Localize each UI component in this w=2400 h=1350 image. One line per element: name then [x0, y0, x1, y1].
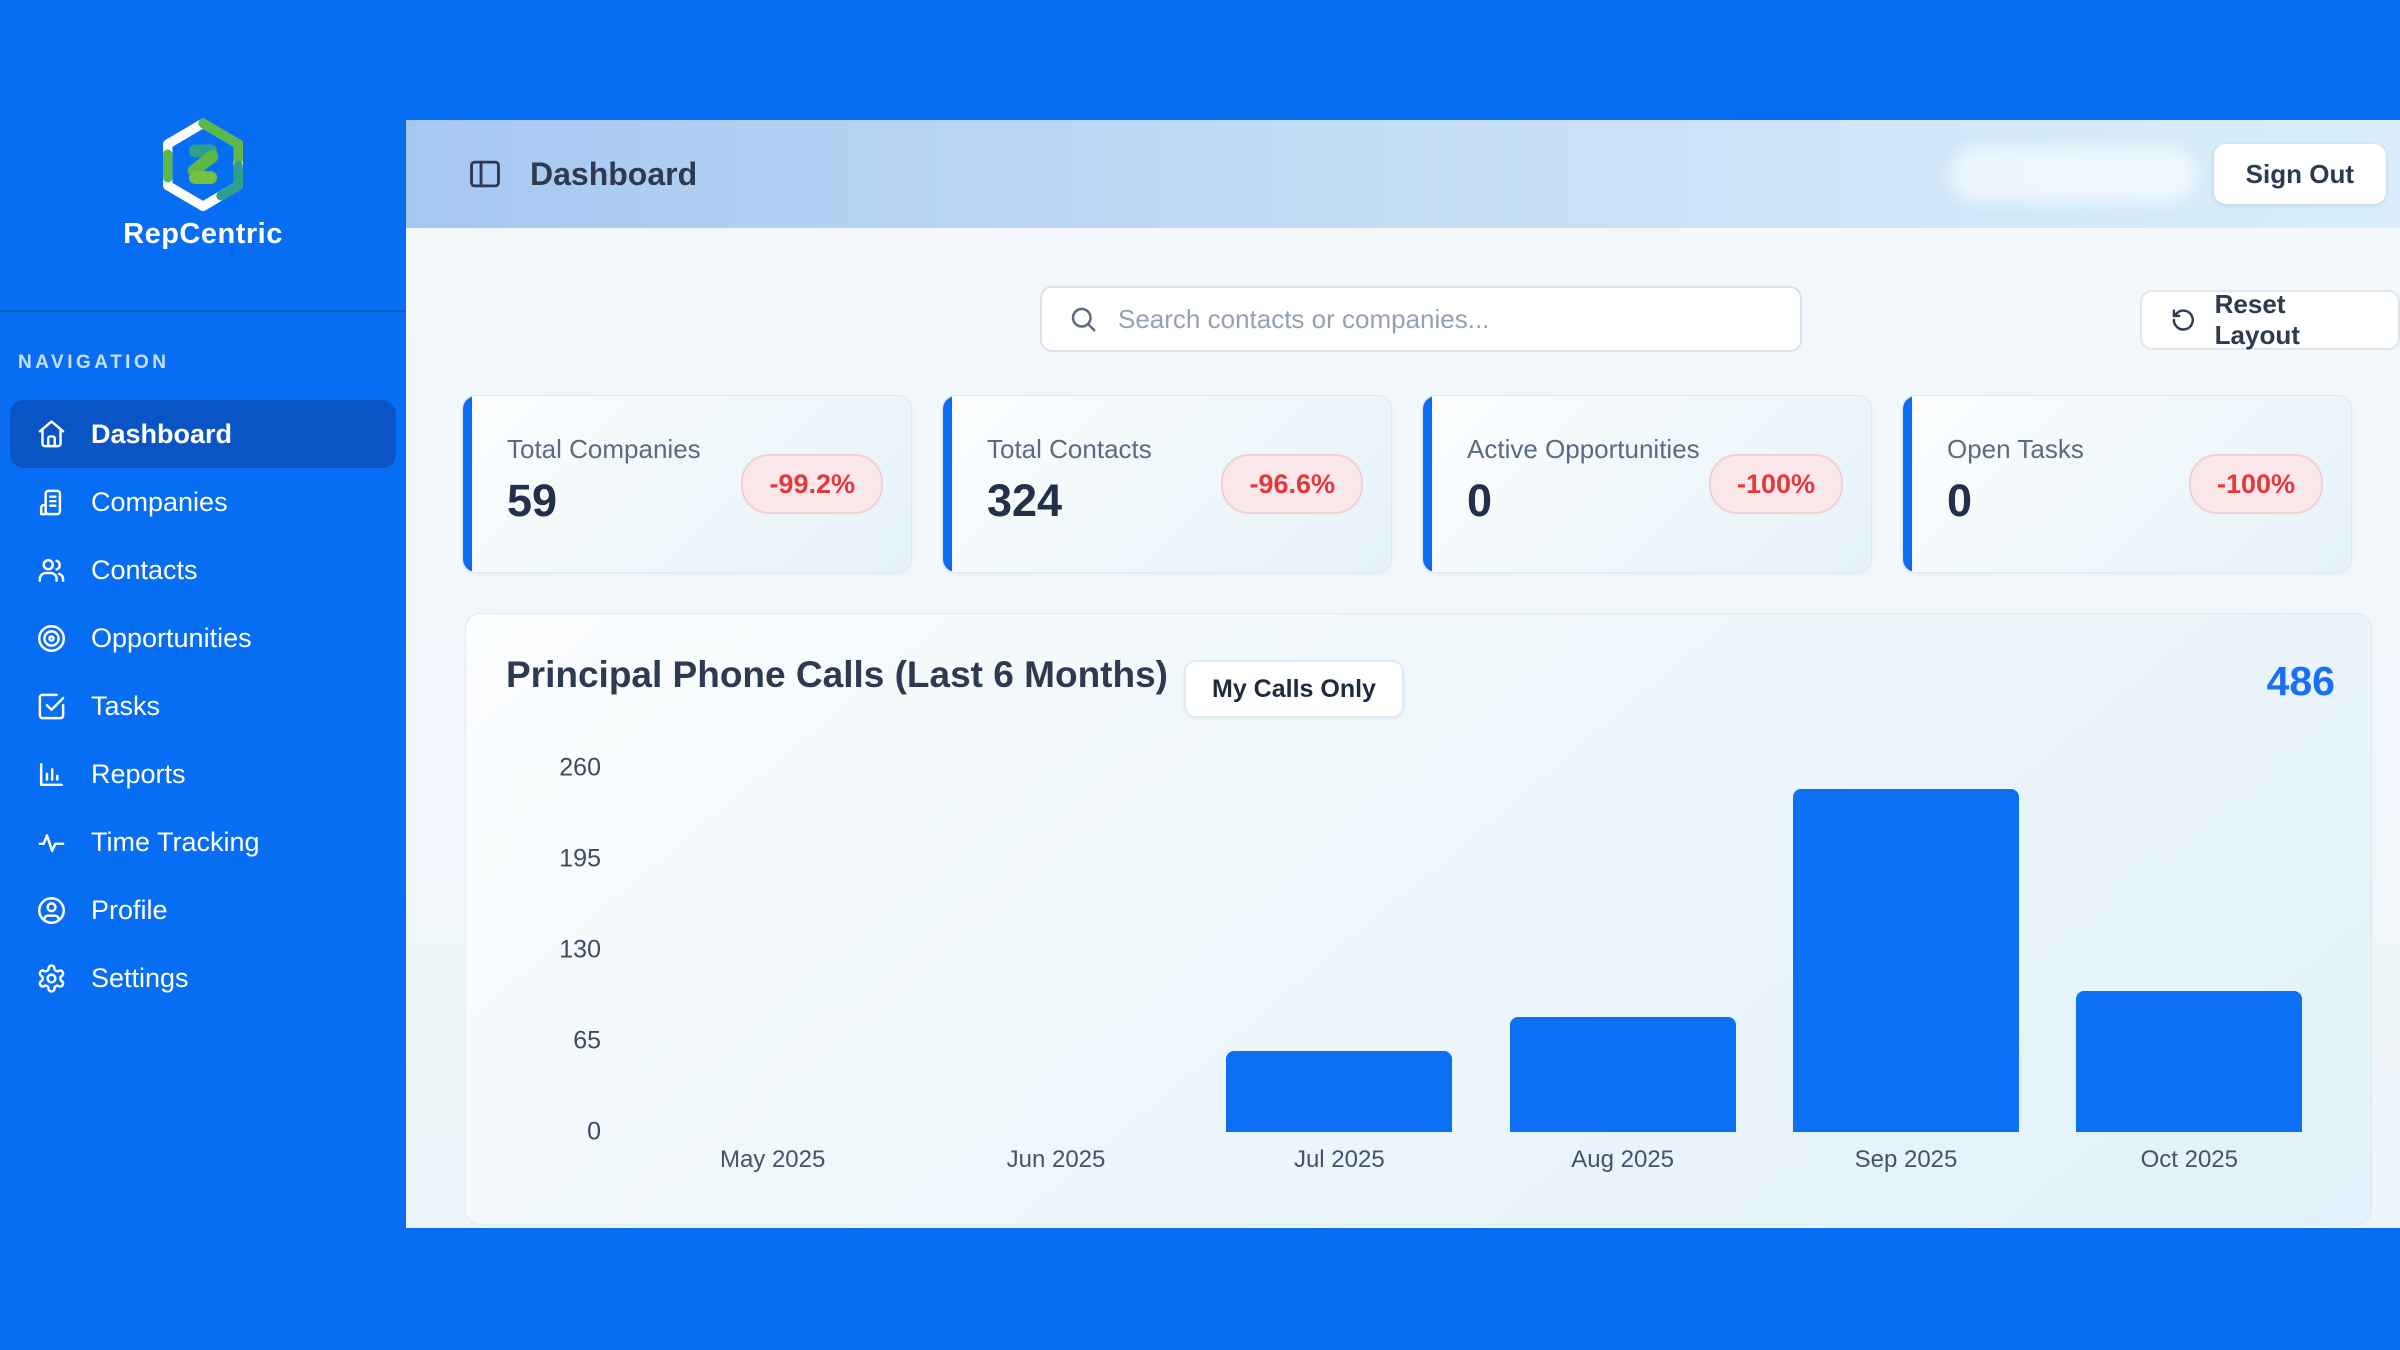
- x-axis-label: Jul 2025: [1293, 1146, 1385, 1173]
- target-icon: [36, 623, 67, 654]
- stat-card-active-opportunities[interactable]: Active Opportunities 0 -100%: [1422, 395, 1872, 573]
- y-axis-tick-label: 0: [587, 1117, 601, 1146]
- stat-value: 0: [1947, 475, 1973, 526]
- sidebar-item-tasks[interactable]: Tasks: [10, 672, 396, 740]
- stat-label: Open Tasks: [1947, 434, 2084, 464]
- stat-card-open-tasks[interactable]: Open Tasks 0 -100%: [1902, 395, 2352, 573]
- x-axis-label: Jun 2025: [1006, 1146, 1106, 1173]
- bar-jul-2025[interactable]: [1226, 1050, 1453, 1132]
- sidebar-item-label: Time Tracking: [91, 826, 260, 857]
- x-axis-label: Sep 2025: [1854, 1146, 1958, 1173]
- search-input[interactable]: [1116, 287, 1800, 351]
- sidebar-item-label: Reports: [91, 758, 186, 789]
- stat-card-accent: [1423, 396, 1432, 572]
- users-icon: [36, 555, 67, 586]
- sidebar-item-label: Companies: [91, 486, 228, 517]
- panel-left-icon: [470, 160, 500, 188]
- stat-value: 59: [507, 475, 558, 526]
- chart-bar-slot: [1764, 768, 2047, 1132]
- bar-sep-2025[interactable]: [1792, 789, 2019, 1132]
- chart-bar-slot: [1481, 768, 1764, 1132]
- chart-bar-slot: [914, 768, 1197, 1132]
- x-axis-label: Oct 2025: [2140, 1146, 2238, 1173]
- phone-calls-chart-card[interactable]: Principal Phone Calls (Last 6 Months) My…: [465, 613, 2372, 1225]
- main-panel: Dashboard Sign Out Reset Layout Total Co…: [406, 120, 2400, 1228]
- user-email-redacted: [1949, 146, 2196, 202]
- bar-oct-2025[interactable]: [2076, 990, 2303, 1132]
- home-icon: [36, 419, 67, 450]
- chart-bar-slot: [631, 768, 914, 1132]
- stat-card-total-companies[interactable]: Total Companies 59 -99.2%: [462, 395, 912, 573]
- stat-change-badge: -99.2%: [741, 454, 883, 514]
- stat-card-accent: [463, 396, 472, 572]
- stat-value: 324: [987, 475, 1063, 526]
- sidebar-item-label: Tasks: [91, 690, 161, 721]
- check-square-icon: [36, 691, 67, 722]
- stat-card-accent: [1903, 396, 1912, 572]
- stat-label: Total Contacts: [987, 434, 1152, 464]
- stat-label: Active Opportunities: [1467, 434, 1700, 464]
- bar-chart-icon: [36, 759, 67, 790]
- sidebar-item-label: Contacts: [91, 554, 198, 585]
- sidebar: RepCentric NAVIGATION Dashboard Companie…: [0, 0, 406, 1350]
- chart-bar-slot: [2048, 768, 2331, 1132]
- sidebar-item-opportunities[interactable]: Opportunities: [10, 604, 396, 672]
- reset-layout-label: Reset Layout: [2214, 289, 2300, 350]
- search-box: [1040, 286, 1802, 352]
- top-header: Dashboard Sign Out: [406, 120, 2400, 228]
- reset-layout-button[interactable]: Reset Layout: [2140, 289, 2400, 350]
- stat-change-badge: -96.6%: [1221, 454, 1363, 514]
- sidebar-item-profile[interactable]: Profile: [10, 876, 396, 944]
- sidebar-item-settings[interactable]: Settings: [10, 944, 396, 1012]
- activity-icon: [36, 827, 67, 858]
- gear-icon: [36, 963, 67, 994]
- rotate-ccw-icon: [2170, 306, 2197, 334]
- chart-y-axis: 0 65 130 195 260: [466, 754, 601, 1146]
- x-axis-label: May 2025: [719, 1146, 826, 1173]
- stat-change-badge: -100%: [1708, 454, 1843, 514]
- nav-section-label: NAVIGATION: [18, 352, 170, 373]
- stat-value: 0: [1467, 475, 1493, 526]
- brand-logo: RepCentric: [0, 116, 406, 251]
- chart-bar-slot: [1198, 768, 1481, 1132]
- total-calls-value: 486: [2266, 658, 2335, 704]
- x-axis-label: Aug 2025: [1571, 1146, 1675, 1173]
- user-circle-icon: [36, 895, 67, 926]
- my-calls-only-button[interactable]: My Calls Only: [1184, 660, 1404, 718]
- stat-card-total-contacts[interactable]: Total Contacts 324 -96.6%: [942, 395, 1392, 573]
- sidebar-item-time-tracking[interactable]: Time Tracking: [10, 808, 396, 876]
- y-axis-tick-label: 130: [559, 935, 601, 964]
- sidebar-toggle-button[interactable]: [466, 155, 504, 193]
- sidebar-divider: [0, 310, 406, 312]
- sidebar-item-companies[interactable]: Companies: [10, 468, 396, 536]
- brand-name: RepCentric: [123, 218, 283, 250]
- sidebar-item-label: Dashboard: [91, 418, 233, 449]
- building-icon: [36, 487, 67, 518]
- bar-aug-2025[interactable]: [1509, 1017, 1736, 1132]
- y-axis-tick-label: 65: [573, 1026, 601, 1055]
- sidebar-item-reports[interactable]: Reports: [10, 740, 396, 808]
- search-icon: [1068, 304, 1098, 334]
- sidebar-item-label: Profile: [91, 894, 168, 925]
- y-axis-tick-label: 195: [559, 844, 601, 873]
- sidebar-item-dashboard[interactable]: Dashboard: [10, 400, 396, 468]
- sign-out-button[interactable]: Sign Out: [2213, 144, 2386, 204]
- chart-title: Principal Phone Calls (Last 6 Months): [506, 654, 1168, 695]
- chart-x-axis: May 2025 Jun 2025 Jul 2025 Aug 2025 Sep 2025…: [631, 1146, 2331, 1174]
- sidebar-item-contacts[interactable]: Contacts: [10, 536, 396, 604]
- stat-card-accent: [943, 396, 952, 572]
- sidebar-item-label: Opportunities: [91, 622, 252, 653]
- y-axis-tick-label: 260: [559, 753, 601, 782]
- stat-label: Total Companies: [507, 434, 701, 464]
- repcentric-hexagon-logo-icon: [163, 118, 243, 212]
- sidebar-nav: Dashboard Companies Contacts Opportuniti…: [10, 400, 396, 1012]
- chart-plot: [631, 768, 2331, 1132]
- sidebar-item-label: Settings: [91, 962, 189, 993]
- page-title: Dashboard: [530, 155, 698, 192]
- stat-change-badge: -100%: [2188, 454, 2323, 514]
